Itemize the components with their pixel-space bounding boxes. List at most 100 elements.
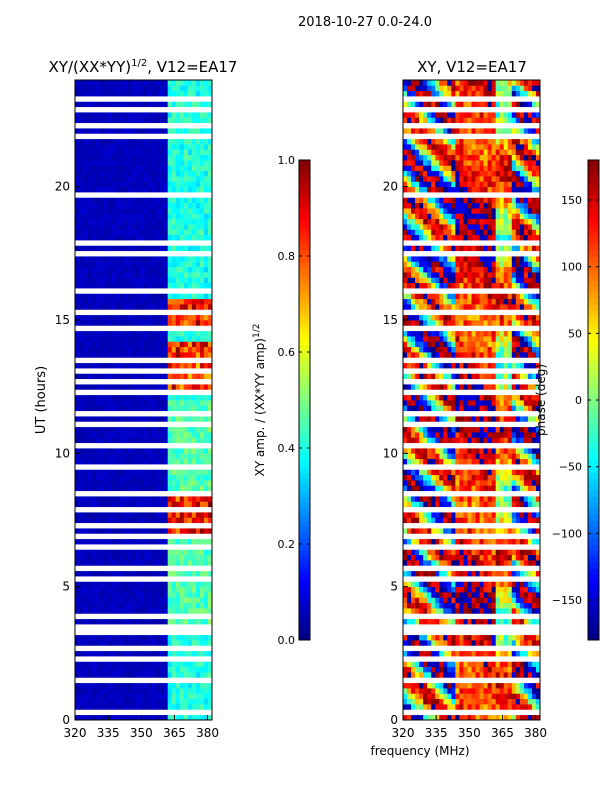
heatmap-cell bbox=[147, 682, 152, 689]
heatmap-cell bbox=[199, 293, 205, 300]
heatmap-cell bbox=[135, 400, 140, 406]
heatmap-cell bbox=[199, 245, 205, 252]
heatmap-cell bbox=[195, 224, 201, 230]
heatmap-cell bbox=[95, 325, 100, 332]
heatmap-cell bbox=[155, 314, 161, 321]
heatmap-cell bbox=[127, 352, 132, 358]
heatmap-cell bbox=[83, 229, 88, 236]
heatmap-cell bbox=[435, 677, 440, 684]
colorbar-segment bbox=[299, 190, 310, 197]
heatmap-cell bbox=[203, 448, 209, 454]
heatmap-cell bbox=[195, 624, 201, 630]
heatmap-cell bbox=[127, 144, 132, 150]
heatmap-cell bbox=[79, 608, 84, 614]
heatmap-cell bbox=[191, 330, 197, 337]
heatmap-cell bbox=[199, 272, 205, 278]
heatmap-cell bbox=[123, 437, 128, 444]
heatmap-cell bbox=[115, 512, 120, 518]
heatmap-cell bbox=[79, 544, 84, 550]
heatmap-cell bbox=[143, 266, 148, 273]
heatmap-cell bbox=[171, 608, 177, 614]
heatmap-cell bbox=[163, 416, 169, 422]
heatmap-cell bbox=[115, 362, 120, 369]
heatmap-cell bbox=[195, 144, 201, 150]
heatmap-cell bbox=[195, 208, 201, 214]
heatmap-cell bbox=[471, 682, 476, 689]
colorbar-segment bbox=[299, 364, 310, 371]
heatmap-cell bbox=[183, 512, 189, 518]
heatmap-cell bbox=[171, 496, 177, 502]
heatmap-cell bbox=[115, 229, 120, 236]
heatmap-cell bbox=[147, 533, 152, 540]
heatmap-cell bbox=[147, 485, 152, 492]
heatmap-cell bbox=[95, 581, 100, 588]
heatmap-cell bbox=[431, 656, 436, 662]
heatmap-cell bbox=[419, 629, 424, 636]
heatmap-cell bbox=[103, 592, 108, 598]
heatmap-cell bbox=[191, 570, 197, 577]
heatmap-cell bbox=[427, 613, 432, 620]
heatmap-cell bbox=[167, 634, 173, 641]
heatmap-cell bbox=[203, 378, 209, 385]
heatmap-cell bbox=[123, 224, 128, 230]
heatmap-cell bbox=[179, 298, 185, 305]
heatmap-cell bbox=[187, 549, 193, 556]
heatmap-cell bbox=[143, 378, 148, 385]
heatmap-cell bbox=[187, 661, 193, 668]
heatmap-cell bbox=[123, 490, 128, 497]
heatmap-cell bbox=[75, 133, 80, 140]
heatmap-cell bbox=[79, 176, 84, 182]
heatmap-cell bbox=[79, 400, 84, 406]
heatmap-cell bbox=[123, 261, 128, 268]
heatmap-cell bbox=[111, 202, 116, 209]
heatmap-cell bbox=[443, 597, 448, 604]
colorbar-segment bbox=[299, 214, 310, 221]
heatmap-cell bbox=[503, 666, 509, 673]
heatmap-cell bbox=[507, 693, 513, 700]
heatmap-cell bbox=[99, 245, 104, 252]
heatmap-cell bbox=[135, 293, 140, 300]
heatmap-cell bbox=[403, 704, 408, 710]
heatmap-cell bbox=[139, 288, 144, 294]
heatmap-cell bbox=[467, 682, 472, 689]
heatmap-cell bbox=[423, 688, 428, 694]
heatmap-cell bbox=[183, 282, 189, 289]
heatmap-cell bbox=[123, 464, 128, 470]
heatmap-cell bbox=[115, 416, 120, 422]
heatmap-cell bbox=[151, 256, 156, 262]
heatmap-cell bbox=[203, 693, 209, 700]
heatmap-cell bbox=[471, 698, 476, 705]
heatmap-cell bbox=[99, 288, 104, 294]
heatmap-cell bbox=[175, 261, 181, 268]
heatmap-cell bbox=[95, 128, 100, 134]
heatmap-cell bbox=[135, 533, 140, 540]
heatmap-cell bbox=[107, 714, 112, 721]
heatmap-cell bbox=[143, 576, 148, 582]
heatmap-cell bbox=[103, 501, 108, 508]
heatmap-cell bbox=[171, 192, 177, 198]
heatmap-cell bbox=[171, 368, 177, 374]
heatmap-cell bbox=[511, 656, 517, 662]
heatmap-cell bbox=[155, 149, 161, 156]
heatmap-cell bbox=[83, 592, 88, 598]
heatmap-cell bbox=[475, 624, 480, 630]
heatmap-cell bbox=[187, 709, 193, 716]
heatmap-cell bbox=[491, 624, 497, 630]
heatmap-cell bbox=[131, 96, 136, 102]
heatmap-cell bbox=[163, 624, 169, 630]
heatmap-cell bbox=[103, 320, 108, 326]
heatmap-cell bbox=[119, 298, 124, 305]
heatmap-cell bbox=[451, 634, 456, 641]
heatmap-cell bbox=[163, 325, 169, 332]
heatmap-cell bbox=[163, 149, 169, 156]
heatmap-cell bbox=[119, 501, 124, 508]
heatmap-cell bbox=[139, 506, 144, 513]
panel-left-title: XY/(XX*YY)1/2, V12=EA17 bbox=[49, 58, 238, 76]
heatmap-cell bbox=[195, 133, 201, 140]
heatmap-cell bbox=[471, 608, 476, 614]
heatmap-cell bbox=[103, 405, 108, 412]
heatmap-cell bbox=[195, 592, 201, 598]
heatmap-cell bbox=[183, 373, 189, 380]
heatmap-cell bbox=[491, 634, 497, 641]
heatmap-cell bbox=[123, 346, 128, 353]
